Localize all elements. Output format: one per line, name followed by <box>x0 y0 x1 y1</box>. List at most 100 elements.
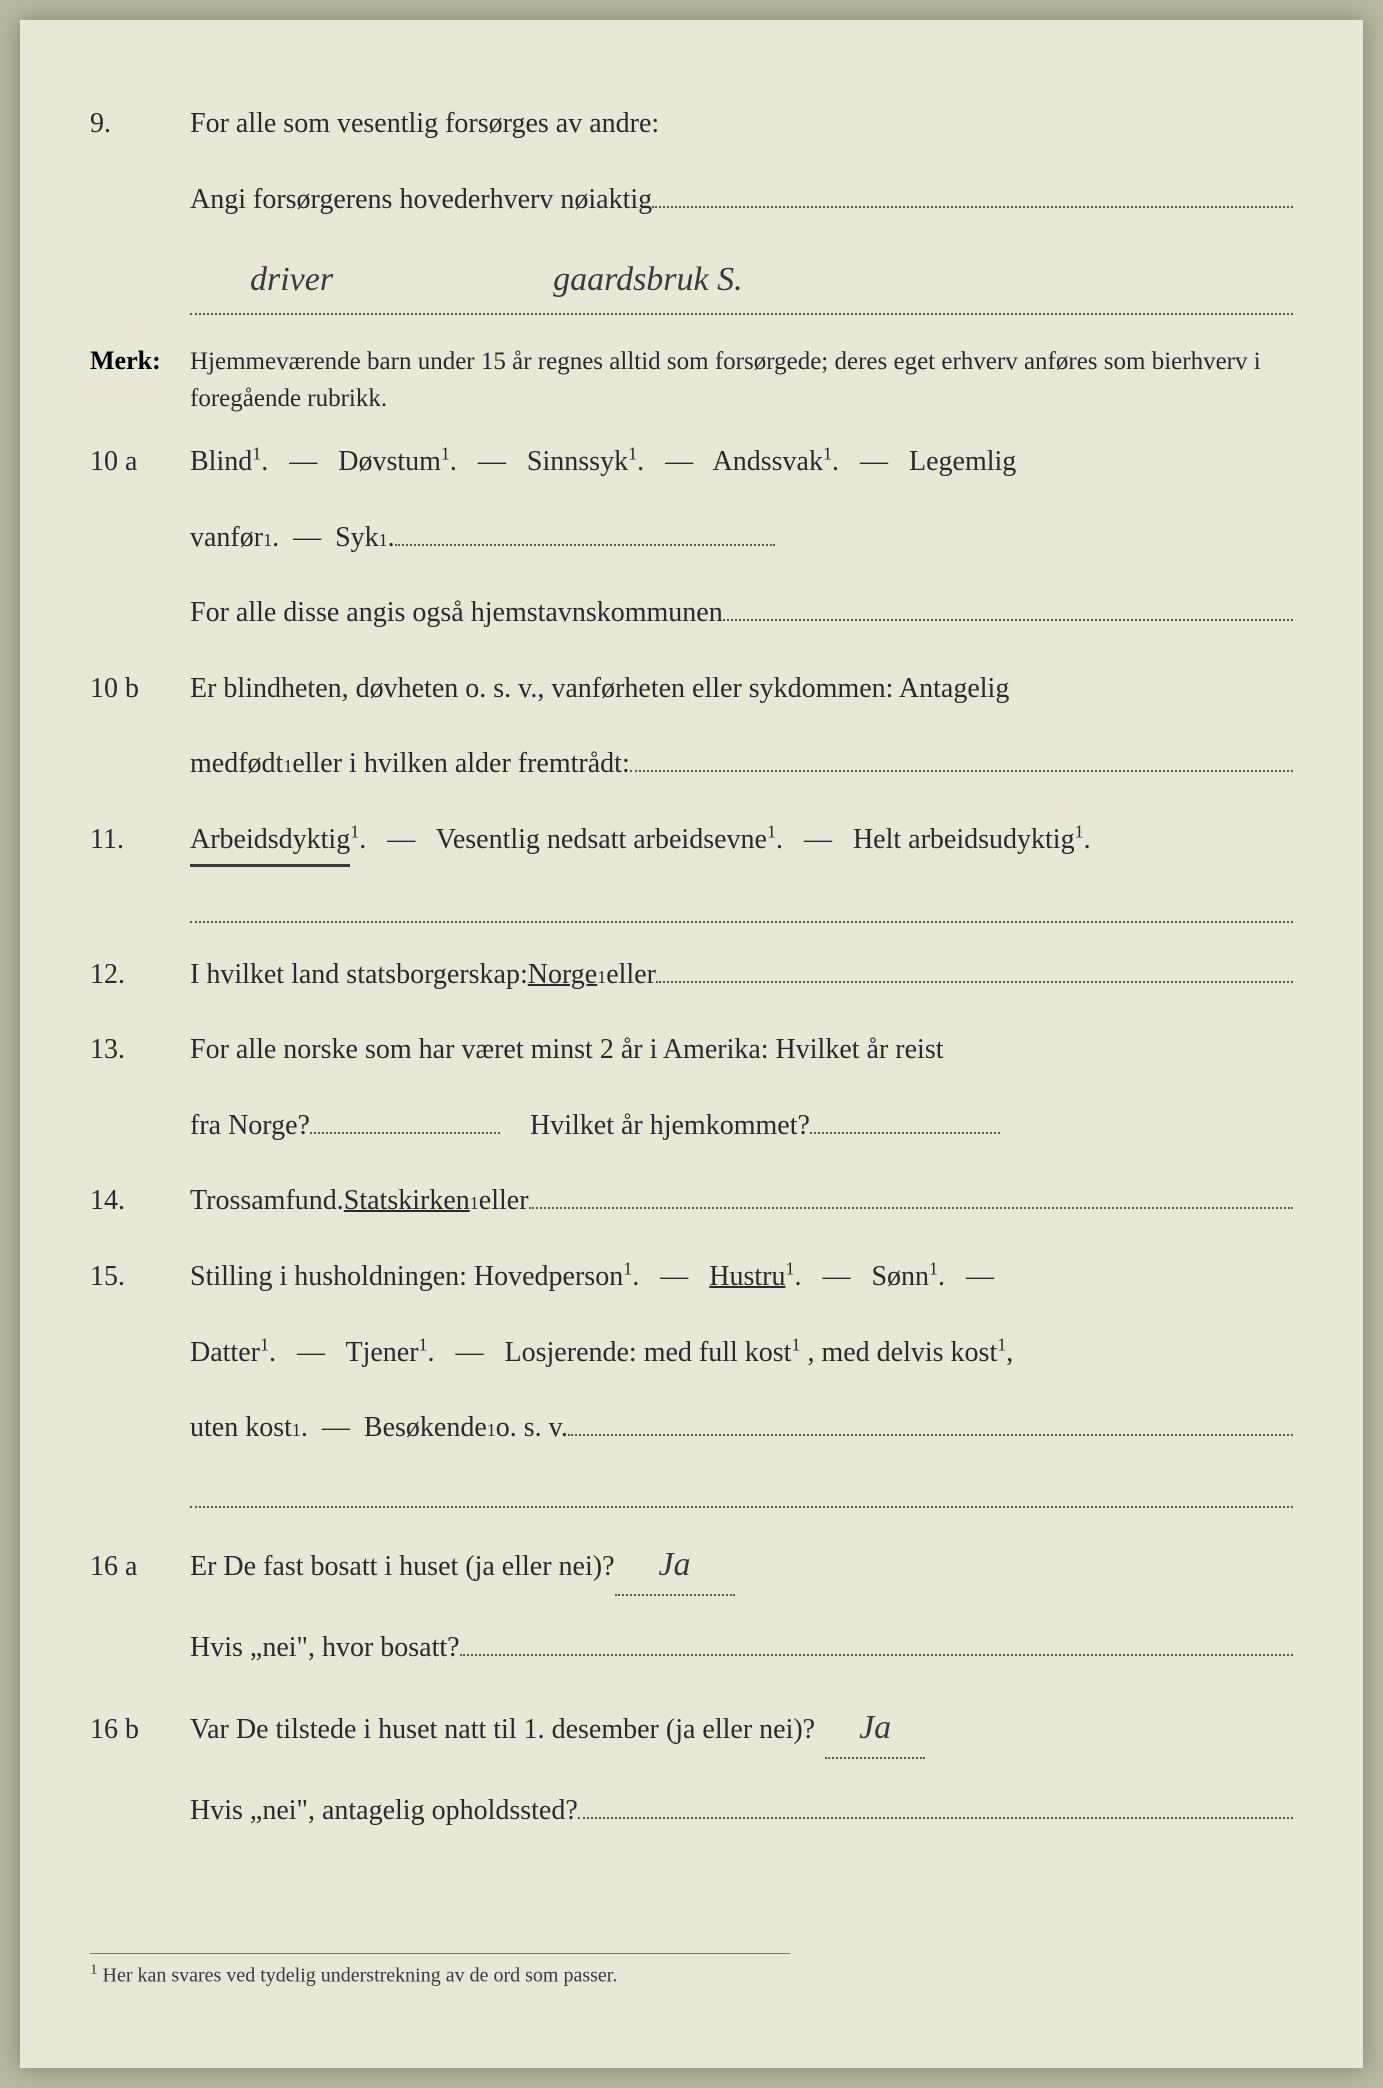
question-11: 11. Arbeidsdyktig 1. — Vesentlig nedsatt … <box>90 816 1293 867</box>
dot: . <box>776 824 783 855</box>
q10a-sinnsyk: Sinnssyk <box>527 446 628 477</box>
question-16b: 16 b Var De tilstede i huset natt til 1.… <box>90 1699 1293 1759</box>
q10a-line2: vanfør1. — Syk1. <box>190 514 1293 562</box>
question-9: 9. For alle som vesentlig forsørges av a… <box>90 100 1293 148</box>
q14-statskirken: Statskirken <box>344 1177 470 1225</box>
q16a-number: 16 a <box>90 1551 190 1583</box>
q10a-andssvak: Andssvak <box>713 446 823 477</box>
sup: 1 <box>419 1334 428 1354</box>
q11-nedsatt: Vesentlig nedsatt arbeidsevne <box>436 824 767 855</box>
q10a-line3: For alle disse angis også hjemstavnskomm… <box>190 589 1293 637</box>
sup: 1 <box>597 962 606 993</box>
q15-delvis: , med delvis kost <box>807 1337 997 1368</box>
footnote-sup: 1 <box>90 1962 98 1978</box>
q10b-line2: medfødt1 eller i hvilken alder fremtrådt… <box>190 740 1293 788</box>
q10a-legemlig: Legemlig <box>909 446 1016 477</box>
q15-tjener: Tjener <box>345 1337 418 1368</box>
q10a-dovstum: Døvstum <box>338 446 441 477</box>
q16a-text: Er De fast bosatt i huset (ja eller nei)… <box>190 1543 615 1591</box>
q16b-number: 16 b <box>90 1714 190 1746</box>
sup: 1 <box>997 1334 1006 1354</box>
q13-blank2 <box>810 1132 1000 1134</box>
sep: — <box>804 824 832 855</box>
q14-post: eller <box>479 1177 529 1225</box>
sep: — <box>822 1261 850 1292</box>
q10b-number: 10 b <box>90 673 190 705</box>
dot: . <box>301 1404 308 1452</box>
q16a-line1: Er De fast bosatt i huset (ja eller nei)… <box>190 1536 1293 1596</box>
sup: 1 <box>767 822 776 842</box>
dot: . <box>938 1261 945 1292</box>
sup: 1 <box>260 1334 269 1354</box>
q9-number: 9. <box>90 108 190 140</box>
sup: 1 <box>263 525 272 556</box>
census-form-page: 9. For alle som vesentlig forsørges av a… <box>20 20 1363 2068</box>
dot: . <box>832 446 839 477</box>
q14-content: Trossamfund. Statskirken1 eller <box>190 1177 1293 1225</box>
q10a-blank <box>395 544 775 546</box>
sup: 1 <box>379 525 388 556</box>
sup: 1 <box>623 1259 632 1279</box>
sep: — <box>478 446 506 477</box>
q15-uten: uten kost <box>190 1404 292 1452</box>
dot: . <box>637 446 644 477</box>
dot: . <box>272 514 279 562</box>
merk-label: Merk: <box>90 346 190 376</box>
q13-line2: fra Norge? Hvilket år hjemkommet? <box>190 1102 1293 1150</box>
q16b-line2: Hvis „nei", antagelig opholdssted? <box>190 1787 1293 1835</box>
q15-hustru: Hustru <box>709 1261 785 1292</box>
q16a-answer: Ja <box>615 1536 735 1596</box>
sep: — <box>293 514 321 562</box>
merk-row: Merk: Hjemmeværende barn under 15 år reg… <box>90 343 1293 418</box>
dot: . <box>359 824 366 855</box>
q9-line2-text: Angi forsørgerens hovederhverv nøiaktig <box>190 176 652 224</box>
q15-osv: o. s. v. <box>496 1404 568 1452</box>
q9-line2: Angi forsørgerens hovederhverv nøiaktig <box>190 176 1293 224</box>
q9-handwritten-line: driver gaardsbruk S. <box>190 251 1293 315</box>
sep: — <box>297 1337 325 1368</box>
sep: — <box>966 1261 994 1292</box>
q15-blank <box>568 1434 1293 1436</box>
q11-number: 11. <box>90 824 190 856</box>
q10a-blank2 <box>723 619 1293 621</box>
dot: . <box>428 1337 435 1368</box>
q15-line2: Datter1. — Tjener1. — Losjerende: med fu… <box>190 1329 1293 1377</box>
merk-text: Hjemmeværende barn under 15 år regnes al… <box>190 343 1293 418</box>
question-16a: 16 a Er De fast bosatt i huset (ja eller… <box>90 1536 1293 1596</box>
q12-content: I hvilket land statsborgerskap: Norge1 e… <box>190 951 1293 999</box>
q13-franorge: fra Norge? <box>190 1102 310 1150</box>
q9-blank1 <box>652 206 1293 208</box>
dot: . <box>794 1261 801 1292</box>
q16a-line2: Hvis „nei", hvor bosatt? <box>190 1624 1293 1672</box>
dot: . <box>450 446 457 477</box>
question-15: 15. Stilling i husholdningen: Hovedperso… <box>90 1253 1293 1301</box>
q15-line1: Stilling i husholdningen: Hovedperson1. … <box>190 1253 1293 1301</box>
question-13: 13. For alle norske som har været minst … <box>90 1026 1293 1074</box>
sup: 1 <box>283 751 292 782</box>
q11-arbeidsdyktig: Arbeidsdyktig <box>190 816 350 867</box>
sup: 1 <box>252 444 261 464</box>
q10a-line3-text: For alle disse angis også hjemstavnskomm… <box>190 589 723 637</box>
question-14: 14. Trossamfund. Statskirken1 eller <box>90 1177 1293 1225</box>
q15-datter: Datter <box>190 1337 260 1368</box>
q16b-ja: Ja <box>859 1709 891 1746</box>
sep: — <box>860 446 888 477</box>
q16b-blank <box>578 1817 1293 1819</box>
q10a-line1: Blind1. — Døvstum1. — Sinnssyk1. — Andss… <box>190 438 1293 486</box>
sup: 1 <box>628 444 637 464</box>
footnote-text: Her kan svares ved tydelig understreknin… <box>103 1965 618 1987</box>
q10b-medfodt: medfødt <box>190 740 283 788</box>
sup: 1 <box>487 1415 496 1446</box>
q13-number: 13. <box>90 1034 190 1066</box>
q16b-line1: Var De tilstede i huset natt til 1. dese… <box>190 1699 1293 1759</box>
q16a-line2-text: Hvis „nei", hvor bosatt? <box>190 1624 460 1672</box>
q12-blank <box>656 981 1293 983</box>
dot: . <box>632 1261 639 1292</box>
q9-hand1: driver <box>250 251 333 309</box>
q11-blank-line <box>190 895 1293 923</box>
q10a-blind: Blind <box>190 446 252 477</box>
q15-blank-line <box>190 1480 1293 1508</box>
q15-losj: Losjerende: med full kost <box>505 1337 792 1368</box>
sup: 1 <box>470 1188 479 1219</box>
q15-line3: uten kost1. — Besøkende1 o. s. v. <box>190 1404 1293 1452</box>
